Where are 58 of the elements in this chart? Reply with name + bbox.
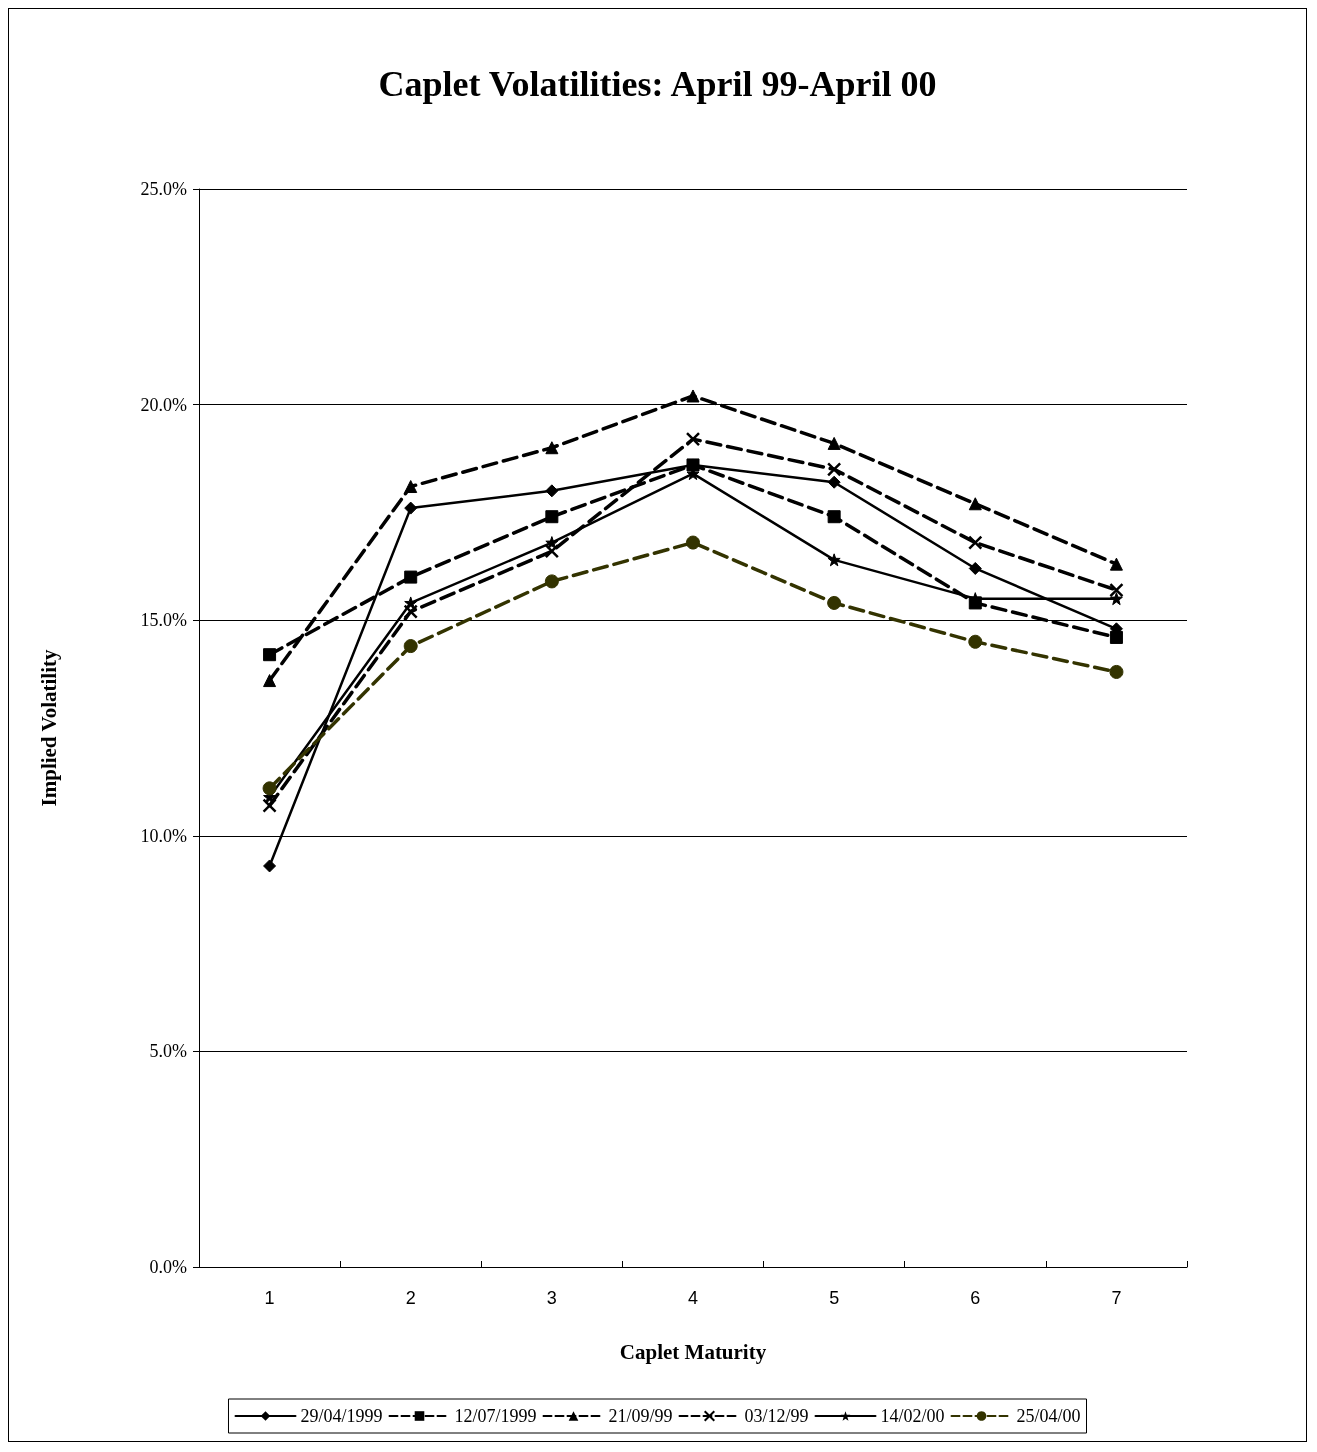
point [544,574,559,589]
x-tick-label: 1 [264,1288,275,1308]
x-axis-title: Caplet Maturity [619,1339,767,1364]
y-axis-title: Implied Volatility [36,649,61,807]
point [968,497,982,511]
legend-label: 12/07/1999 [454,1406,537,1426]
x-tick-label: 2 [405,1288,416,1308]
point [968,561,982,575]
point [262,781,277,796]
point [686,458,700,472]
point [826,462,842,477]
point [968,634,983,649]
x-tick-label: 3 [546,1288,557,1308]
point [262,798,277,813]
legend-label: 14/02/00 [880,1406,945,1426]
point [404,480,418,494]
point [685,431,701,447]
point [545,441,559,455]
point [263,859,277,873]
point [686,389,700,403]
point [545,536,559,550]
point [1109,582,1124,598]
point [827,510,841,524]
point [545,484,559,498]
point [686,535,700,550]
x-tick-label: 4 [687,1288,699,1308]
legend-label: 25/04/00 [1016,1406,1081,1426]
x-tick-label: 6 [970,1288,981,1308]
point [827,436,841,450]
point [827,595,842,610]
point [1109,592,1123,606]
chart-title: Caplet Volatilities: April 99-April 00 [378,64,937,104]
legend-label: 21/09/99 [608,1406,673,1426]
x-tick-label: 5 [829,1288,840,1308]
point [827,475,841,489]
point [1109,630,1123,644]
point [827,553,841,567]
y-tick-label: 0.0% [149,1257,187,1277]
point [968,535,983,550]
point [404,596,418,610]
x-tick-label: 7 [1111,1288,1122,1308]
point [404,570,418,584]
point [263,648,277,662]
point [403,639,418,654]
y-tick-label: 20.0% [140,394,187,415]
legend-label: 03/12/99 [744,1406,809,1426]
point [1109,557,1123,571]
point [263,674,277,688]
point [545,510,559,524]
point [404,501,418,515]
point [1109,664,1124,679]
legend-label: 29/04/1999 [300,1406,383,1426]
y-tick-label: 15.0% [140,610,187,631]
y-tick-label: 5.0% [149,1041,187,1062]
y-tick-label: 25.0% [140,179,187,199]
point [544,543,560,559]
point [403,604,418,619]
y-tick-label: 10.0% [140,825,187,846]
